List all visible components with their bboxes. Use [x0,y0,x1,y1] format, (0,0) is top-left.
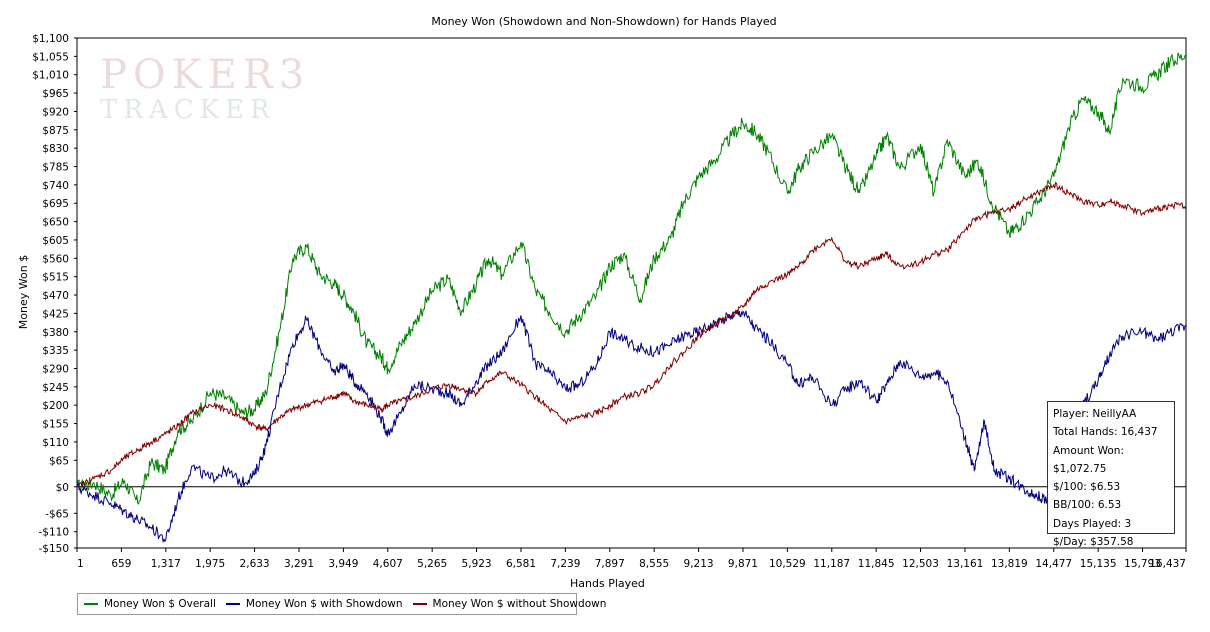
series-line-showdown [76,309,1187,544]
x-axis-title: Hands Played [570,577,645,590]
x-tick-label: 11,845 [858,558,895,570]
y-tick-label: $740 [42,180,69,192]
y-tick-label: $695 [42,198,69,210]
legend-swatch-overall [84,603,98,605]
stat-player: Player: NeillyAA [1053,408,1137,420]
plot-area [76,37,1187,549]
y-tick-label: $110 [42,437,69,449]
x-tick-label: 12,503 [902,558,939,570]
stat-days-played: Days Played: 3 [1053,517,1132,530]
chart-legend: Money Won $ Overall Money Won $ with Sho… [77,593,606,615]
y-tick-label: $875 [42,125,69,137]
x-tick-label: 4,607 [373,558,403,570]
logo-word-poker: POKER [100,52,279,98]
x-tick-label: 8,555 [639,558,669,570]
x-tick-label: 14,477 [1035,558,1072,570]
stat-per-day: $/Day: $357.58 [1053,536,1134,549]
x-tick-label: 659 [111,558,131,570]
y-tick-label: $920 [42,106,69,118]
legend-item-overall[interactable]: Money Won $ Overall [84,598,216,610]
y-tick-label: $830 [42,143,69,155]
x-tick-label: 2,633 [240,558,270,570]
y-tick-label: $380 [42,327,69,339]
y-tick-label: $1,010 [32,70,69,82]
y-tick-label: $605 [42,235,69,247]
x-tick-label: 15,135 [1080,558,1117,570]
pokertracker-logo: POKER3 TRACKER [100,52,304,135]
y-tick-label: $560 [42,253,69,265]
logo-word-tracker: TRACKER [100,95,276,125]
y-tick-label: $155 [42,419,69,431]
y-tick-label: $245 [42,382,69,394]
legend-item-non-showdown[interactable]: Money Won $ without Showdown [412,598,607,610]
y-tick-label: $785 [42,162,69,174]
x-tick-label: 13,161 [947,558,984,570]
legend-label-overall: Money Won $ Overall [104,598,216,610]
legend-item-showdown[interactable]: Money Won $ with Showdown [225,598,403,610]
x-tick-label: 1 [77,558,84,570]
x-tick-label: 6,581 [506,558,536,570]
stat-per-100: $/100: $6.53 [1053,481,1121,494]
y-tick-label: $515 [42,272,69,284]
x-tick-label: 11,187 [813,558,850,570]
y-tick-label: $65 [49,455,69,467]
x-tick-label: 7,239 [550,558,580,570]
y-tick-label: $335 [42,345,69,357]
series-line-non-showdown [76,181,1187,488]
y-tick-label: $425 [42,308,69,320]
x-tick-label: 1,975 [195,558,225,570]
y-tick-label: $1,100 [32,33,69,45]
legend-swatch-non-showdown [412,603,427,605]
y-tick-label: $650 [42,217,69,229]
y-tick-label: $0 [56,482,69,494]
legend-label-showdown: Money Won $ with Showdown [245,598,403,610]
y-tick-label: -$150 [38,543,69,555]
y-tick-label: $290 [42,363,69,375]
x-tick-label: 16,437 [1149,558,1186,570]
y-tick-label: $470 [42,290,69,302]
x-tick-label: 1,317 [151,558,181,570]
x-tick-label: 10,529 [769,558,806,570]
x-tick-label: 3,291 [284,558,314,570]
y-axis-title: Money Won $ [17,255,30,329]
x-tick-label: 15,793 [1124,558,1161,570]
x-tick-label: 5,265 [417,558,447,570]
y-tick-label: $965 [42,88,69,100]
x-tick-label: 3,949 [328,558,358,570]
x-tick-label: 7,897 [595,558,625,570]
stat-amount-won: Amount Won: $1,072.75 [1053,444,1124,475]
logo-digit: 3 [278,52,311,98]
chart-title: Money Won (Showdown and Non-Showdown) fo… [431,15,776,28]
legend-label-non-showdown: Money Won $ without Showdown [432,598,607,610]
x-tick-label: 9,871 [728,558,758,570]
y-tick-label: -$110 [38,527,69,539]
stats-summary-box: Player: NeillyAA Total Hands: 16,437 Amo… [1047,401,1175,548]
x-tick-label: 13,819 [991,558,1028,570]
x-tick-label: 9,213 [684,558,714,570]
stat-bb-100: BB/100: 6.53 [1053,499,1122,512]
y-tick-label: $200 [42,400,69,412]
x-tick-label: 5,923 [462,558,492,570]
legend-swatch-showdown [225,603,240,605]
y-tick-label: $1,055 [32,51,69,63]
y-tick-label: -$65 [45,508,69,520]
stat-total-hands: Total Hands: 16,437 [1053,426,1158,439]
